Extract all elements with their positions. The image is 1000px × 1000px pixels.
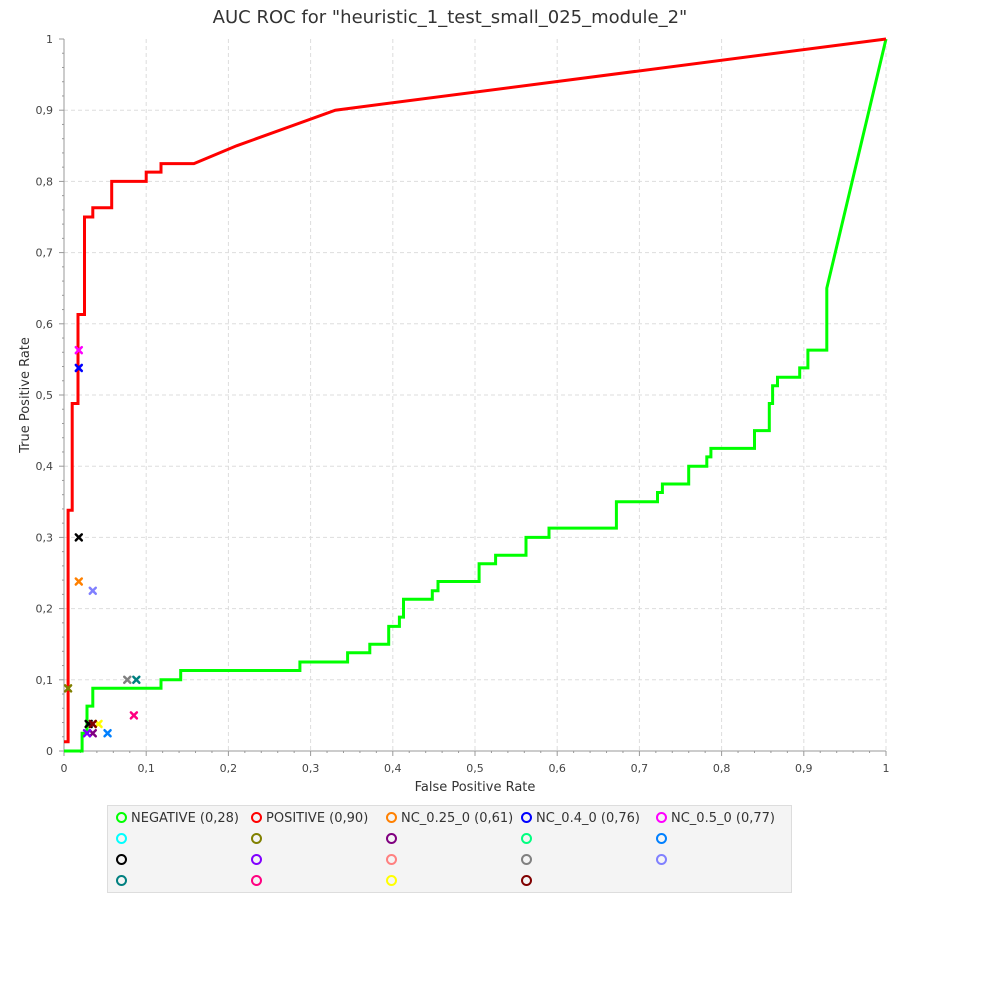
- legend-item: [521, 832, 536, 848]
- y-tick-label: 0,4: [36, 460, 54, 473]
- legend-item: POSITIVE (0,90): [251, 811, 368, 827]
- series-line-negative: [64, 38, 888, 753]
- y-tick-label: 0: [46, 745, 53, 758]
- legend-marker-icon: [521, 854, 532, 865]
- data-point-marker: [132, 675, 141, 685]
- legend-item: NC_0.25_0 (0,61): [386, 811, 513, 827]
- x-tick-label: 0,9: [795, 762, 813, 775]
- legend-marker-icon: [521, 833, 532, 844]
- legend-marker-icon: [521, 875, 532, 886]
- legend-marker-icon: [251, 812, 262, 823]
- legend: NEGATIVE (0,28) POSITIVE (0,90) NC_0.25_0 …: [107, 805, 792, 893]
- legend-label: POSITIVE (0,90): [266, 811, 369, 826]
- legend-label: NEGATIVE (0,28): [131, 811, 239, 826]
- legend-marker-icon: [116, 812, 127, 823]
- x-tick-label: 0,7: [631, 762, 649, 775]
- data-point-marker: [63, 684, 73, 693]
- legend-item: [656, 853, 671, 869]
- legend-marker-icon: [251, 854, 262, 865]
- legend-item: [251, 832, 266, 848]
- legend-item: NEGATIVE (0,28): [116, 811, 239, 827]
- data-point-marker: [74, 345, 84, 355]
- legend-marker-icon: [116, 833, 127, 844]
- legend-item: NC_0.5_0 (0,77): [656, 811, 775, 827]
- data-point-marker: [129, 711, 139, 720]
- y-tick-label: 0,2: [36, 603, 54, 616]
- marker-layer: [63, 345, 141, 738]
- legend-label: NC_0.5_0 (0,77): [671, 811, 775, 826]
- legend-item: [386, 832, 401, 848]
- data-point-marker: [88, 719, 98, 729]
- x-tick-label: 1: [883, 762, 890, 775]
- legend-item: [116, 874, 131, 890]
- legend-marker-icon: [521, 812, 532, 823]
- legend-marker-icon: [251, 833, 262, 844]
- legend-item: [521, 853, 536, 869]
- data-point-marker: [82, 728, 92, 738]
- legend-item: [656, 832, 671, 848]
- y-tick-label: 0,6: [36, 318, 54, 331]
- legend-marker-icon: [386, 812, 397, 823]
- x-tick-label: 0,4: [384, 762, 402, 775]
- legend-item: [386, 874, 401, 890]
- y-tick-label: 0,9: [36, 104, 54, 117]
- y-axis-label: True Positive Rate: [18, 337, 33, 454]
- legend-marker-icon: [386, 854, 397, 865]
- legend-item: [521, 874, 536, 890]
- legend-marker-icon: [656, 833, 667, 844]
- x-tick-label: 0,2: [220, 762, 238, 775]
- grid-lines: [64, 39, 887, 752]
- legend-item: [251, 853, 266, 869]
- legend-item: [251, 874, 266, 890]
- series-line-positive: [64, 37, 887, 744]
- legend-marker-icon: [116, 854, 127, 865]
- y-tick-label: 0,7: [36, 247, 54, 260]
- chart-title: AUC ROC for "heuristic_1_test_small_025_…: [212, 7, 688, 28]
- legend-marker-icon: [656, 812, 667, 823]
- legend-label: NC_0.4_0 (0,76): [536, 811, 640, 826]
- x-tick-label: 0,1: [137, 762, 155, 775]
- x-axis-label: False Positive Rate: [415, 780, 536, 795]
- data-point-marker: [74, 577, 84, 586]
- x-tick-label: 0,8: [713, 762, 731, 775]
- legend-marker-icon: [656, 854, 667, 865]
- y-tick-label: 0,8: [36, 175, 54, 188]
- legend-item: [116, 832, 131, 848]
- legend-label: NC_0.25_0 (0,61): [401, 811, 514, 826]
- data-point-marker: [74, 363, 84, 373]
- y-tick-label: 1: [46, 33, 53, 46]
- series-layer: [64, 37, 888, 753]
- data-point-marker: [88, 586, 98, 596]
- x-tick-label: 0,3: [302, 762, 320, 775]
- x-tick-label: 0: [61, 762, 68, 775]
- data-point-marker: [103, 728, 112, 738]
- x-tick-label: 0,6: [548, 762, 566, 775]
- legend-item: [116, 853, 131, 869]
- data-point-marker: [123, 675, 132, 685]
- legend-marker-icon: [116, 875, 127, 886]
- y-tick-label: 0,5: [36, 389, 54, 402]
- legend-item: [386, 853, 401, 869]
- x-tick-label: 0,5: [466, 762, 484, 775]
- legend-marker-icon: [251, 875, 262, 886]
- legend-item: NC_0.4_0 (0,76): [521, 811, 640, 827]
- y-tick-label: 0,1: [36, 674, 54, 687]
- y-tick-label: 0,3: [36, 531, 54, 544]
- data-point-marker: [74, 533, 84, 542]
- legend-marker-icon: [386, 833, 397, 844]
- axes: 0 0,1 0,2 0,3 0,4 0,5 0,6 0,7 0,8 0,9 1 0 0,1 0,2 0,3 0…: [36, 33, 890, 775]
- legend-marker-icon: [386, 875, 397, 886]
